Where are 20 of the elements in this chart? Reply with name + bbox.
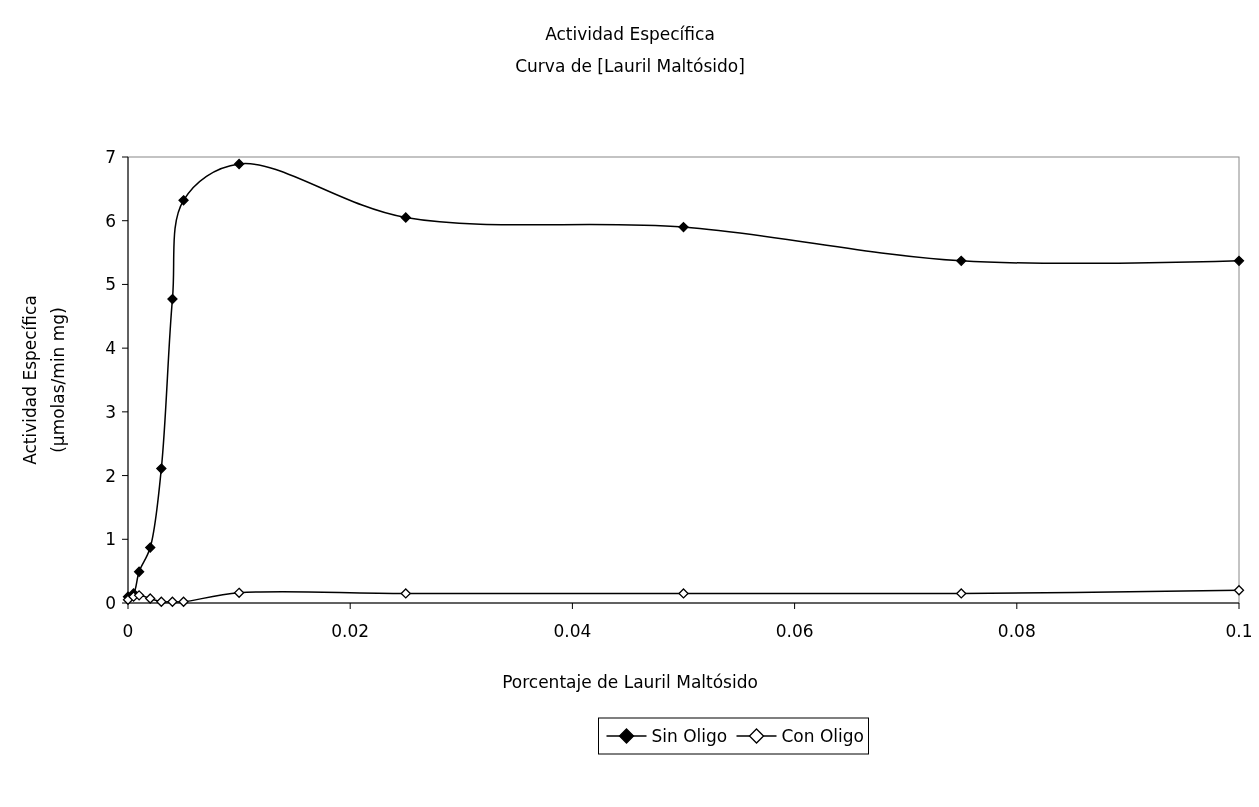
y-axis-title: Actividad Específica (µmolas/min mg) xyxy=(20,295,68,465)
legend-label: Con Oligo xyxy=(781,725,864,746)
chart-subtitle: Curva de [Lauril Maltósido] xyxy=(515,56,745,76)
x-tick-label: 0.04 xyxy=(553,621,592,641)
y-tick-label: 2 xyxy=(105,465,116,486)
y-tick-label: 0 xyxy=(105,592,116,613)
x-tick-label: 0.06 xyxy=(775,621,814,641)
x-tick-label: 0.08 xyxy=(997,621,1036,641)
chart-title: Actividad Específica xyxy=(545,24,715,44)
x-tick-label: 0 xyxy=(122,621,134,641)
y-tick-label: 7 xyxy=(105,146,116,167)
y-tick-label: 6 xyxy=(105,210,116,231)
x-tick-label: 0.02 xyxy=(331,621,370,641)
y-tick-label: 1 xyxy=(105,529,116,550)
x-tick-label: 0.1 xyxy=(1225,621,1253,641)
y-tick-label: 4 xyxy=(105,338,116,359)
y-tick-label: 5 xyxy=(105,274,116,295)
y-tick-label: 3 xyxy=(105,401,116,422)
legend-label: Sin Oligo xyxy=(651,725,728,746)
x-axis-title: Porcentaje de Lauril Maltósido xyxy=(502,672,758,692)
